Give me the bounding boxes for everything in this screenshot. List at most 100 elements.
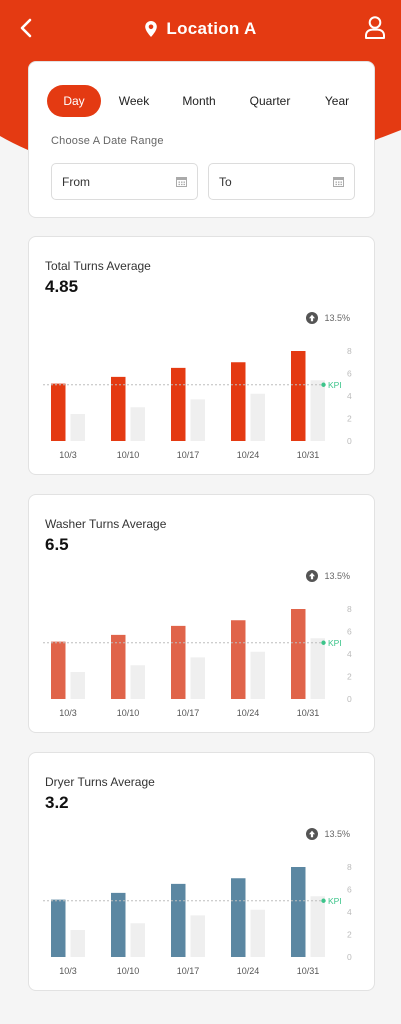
change-indicator: 13.5% — [306, 312, 350, 324]
to-date-field[interactable]: To — [208, 163, 355, 200]
bar-secondary — [70, 414, 85, 441]
x-tick-label: 10/3 — [59, 450, 77, 460]
bar-secondary — [250, 651, 265, 699]
change-value: 13.5% — [324, 313, 350, 323]
bar-secondary — [190, 915, 205, 957]
x-tick-label: 10/10 — [117, 450, 140, 460]
chart-title: Dryer Turns Average — [45, 775, 155, 789]
y-tick-label: 4 — [347, 391, 352, 401]
x-tick-label: 10/17 — [177, 966, 200, 976]
bar-secondary — [190, 657, 205, 699]
bar-secondary — [310, 380, 325, 441]
y-tick-label: 2 — [347, 672, 352, 682]
bar-secondary — [70, 930, 85, 957]
bar-primary — [291, 351, 306, 441]
bar-primary — [111, 634, 126, 699]
dryer-turns-chart: 10/3 10/10 10/17 10/24 10/31 0 2 4 6 8 KPI — [43, 862, 352, 976]
bar-primary — [51, 641, 66, 699]
bar-primary — [111, 892, 126, 957]
chevron-left-icon — [20, 18, 32, 38]
user-icon — [365, 16, 385, 39]
bar-secondary — [130, 407, 145, 441]
location-pin-icon — [145, 20, 158, 37]
tab-quarter[interactable]: Quarter — [249, 94, 291, 108]
x-tick-label: 10/10 — [117, 708, 140, 718]
arrow-up-icon — [306, 570, 319, 582]
change-value: 13.5% — [324, 571, 350, 581]
x-tick-label: 10/17 — [177, 450, 200, 460]
date-filter-card: Day Week Month Quarter Year Choose A Dat… — [28, 61, 375, 218]
bar-secondary — [130, 665, 145, 699]
x-tick-label: 10/24 — [237, 966, 260, 976]
from-date-placeholder: From — [62, 174, 90, 189]
arrow-up-icon — [306, 312, 319, 324]
tab-year[interactable]: Year — [324, 94, 350, 108]
change-indicator: 13.5% — [306, 828, 350, 840]
y-tick-label: 8 — [347, 346, 352, 356]
bar-secondary — [310, 896, 325, 957]
y-tick-label: 0 — [347, 436, 352, 446]
bar-primary — [231, 362, 246, 441]
chart-value: 3.2 — [45, 793, 69, 812]
to-date-placeholder: To — [219, 174, 232, 189]
bar-secondary — [70, 672, 85, 699]
total-turns-card: Total Turns Average 4.85 13.5% 10/3 10/10… — [28, 236, 375, 475]
x-tick-label: 10/31 — [297, 708, 320, 718]
washer-turns-card: Washer Turns Average 6.5 13.5% 10/3 10/10… — [28, 494, 375, 733]
back-button[interactable] — [12, 14, 40, 42]
bar-primary — [231, 620, 246, 699]
total-turns-chart: 10/3 10/10 10/17 10/24 10/31 0 2 4 6 8 KPI — [43, 346, 352, 460]
bar-secondary — [250, 909, 265, 957]
bar-primary — [231, 878, 246, 957]
y-tick-label: 0 — [347, 694, 352, 704]
y-tick-label: 2 — [347, 930, 352, 940]
bar-primary — [171, 367, 186, 441]
x-tick-label: 10/24 — [237, 708, 260, 718]
y-tick-label: 8 — [347, 604, 352, 614]
x-tick-label: 10/10 — [117, 966, 140, 976]
x-tick-label: 10/24 — [237, 450, 260, 460]
tab-month[interactable]: Month — [182, 94, 216, 108]
x-tick-label: 10/31 — [297, 450, 320, 460]
chart-value: 6.5 — [45, 535, 69, 554]
bar-secondary — [310, 638, 325, 699]
change-indicator: 13.5% — [306, 570, 350, 582]
x-tick-label: 10/17 — [177, 708, 200, 718]
y-tick-label: 6 — [347, 627, 352, 637]
bar-secondary — [130, 923, 145, 957]
change-value: 13.5% — [324, 829, 350, 839]
location-selector[interactable]: Location A — [144, 19, 256, 39]
x-tick-label: 10/31 — [297, 966, 320, 976]
kpi-label: KPI — [328, 896, 342, 906]
washer-turns-chart: 10/3 10/10 10/17 10/24 10/31 0 2 4 6 8 KPI — [43, 604, 352, 718]
y-tick-label: 2 — [347, 414, 352, 424]
y-tick-label: 4 — [347, 649, 352, 659]
bar-secondary — [250, 393, 265, 441]
calendar-icon — [333, 177, 344, 187]
chart-value: 4.85 — [45, 277, 79, 296]
calendar-icon — [176, 177, 187, 187]
bar-primary — [291, 867, 306, 957]
kpi-label: KPI — [328, 380, 342, 390]
y-tick-label: 8 — [347, 862, 352, 872]
chart-title: Washer Turns Average — [45, 517, 167, 531]
bar-primary — [51, 899, 66, 957]
x-tick-label: 10/3 — [59, 708, 77, 718]
tab-day[interactable]: Day — [47, 85, 101, 117]
bar-primary — [171, 625, 186, 699]
y-tick-label: 6 — [347, 885, 352, 895]
bar-secondary — [190, 399, 205, 441]
date-range-label: Choose A Date Range — [51, 135, 164, 147]
period-tabs: Day Week Month Quarter Year — [47, 85, 362, 117]
kpi-dot — [321, 382, 326, 387]
chart-title: Total Turns Average — [45, 259, 151, 273]
kpi-dot — [321, 898, 326, 903]
y-tick-label: 0 — [347, 952, 352, 962]
bar-primary — [171, 883, 186, 957]
tab-week[interactable]: Week — [118, 94, 150, 108]
y-tick-label: 4 — [347, 907, 352, 917]
from-date-field[interactable]: From — [51, 163, 198, 200]
profile-button[interactable] — [361, 13, 389, 41]
kpi-dot — [321, 640, 326, 645]
bar-primary — [51, 383, 66, 441]
